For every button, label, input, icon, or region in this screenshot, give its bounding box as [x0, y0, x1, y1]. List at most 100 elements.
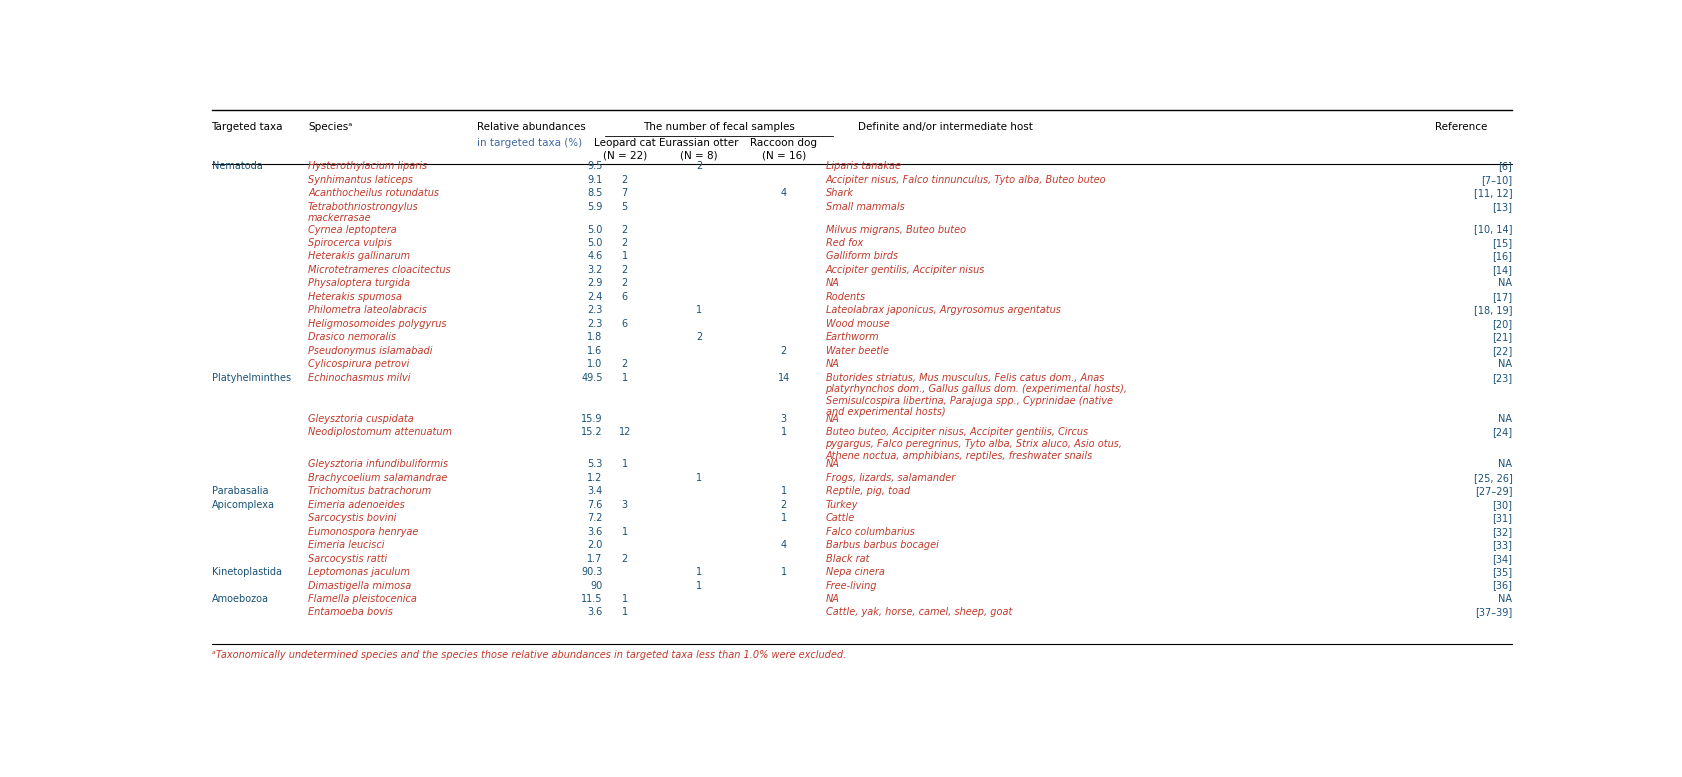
Text: Pseudonymus islamabadi: Pseudonymus islamabadi	[308, 346, 432, 356]
Text: Reptile, pig, toad: Reptile, pig, toad	[826, 486, 910, 497]
Text: Trichomitus batrachorum: Trichomitus batrachorum	[308, 486, 431, 497]
Text: 2: 2	[622, 278, 627, 288]
Text: 2.0: 2.0	[587, 540, 602, 550]
Text: 6: 6	[622, 292, 627, 302]
Text: [20]: [20]	[1492, 319, 1512, 329]
Text: Drasico nemoralis: Drasico nemoralis	[308, 333, 397, 342]
Text: NA: NA	[1499, 459, 1512, 469]
Text: Shark: Shark	[826, 188, 853, 198]
Text: 1: 1	[780, 427, 787, 437]
Text: Platyhelminthes: Platyhelminthes	[212, 373, 291, 382]
Text: [27–29]: [27–29]	[1475, 486, 1512, 497]
Text: Gleysztoria cuspidata: Gleysztoria cuspidata	[308, 414, 414, 424]
Text: Turkey: Turkey	[826, 500, 858, 510]
Text: NA: NA	[826, 459, 839, 469]
Text: 2: 2	[622, 554, 627, 563]
Text: Cyrnea leptoptera: Cyrnea leptoptera	[308, 225, 397, 235]
Text: 15.2: 15.2	[580, 427, 602, 437]
Text: [11, 12]: [11, 12]	[1473, 188, 1512, 198]
Text: Wood mouse: Wood mouse	[826, 319, 890, 329]
Text: in targeted taxa (%): in targeted taxa (%)	[478, 138, 582, 148]
Text: Accipiter gentilis, Accipiter nisus: Accipiter gentilis, Accipiter nisus	[826, 265, 986, 275]
Text: NA: NA	[826, 278, 839, 288]
Text: Accipiter nisus, Falco tinnunculus, Tyto alba, Buteo buteo: Accipiter nisus, Falco tinnunculus, Tyto…	[826, 175, 1107, 185]
Text: 5.0: 5.0	[587, 225, 602, 235]
Text: 1: 1	[622, 252, 627, 262]
Text: 1.7: 1.7	[587, 554, 602, 563]
Text: 8.5: 8.5	[587, 188, 602, 198]
Text: Buteo buteo, Accipiter nisus, Accipiter gentilis, Circus
pygargus, Falco peregri: Buteo buteo, Accipiter nisus, Accipiter …	[826, 427, 1122, 461]
Text: Red fox: Red fox	[826, 238, 863, 248]
Text: ᵃTaxonomically undetermined species and the species those relative abundances in: ᵃTaxonomically undetermined species and …	[212, 650, 846, 660]
Text: 5: 5	[622, 202, 627, 212]
Text: 3.6: 3.6	[587, 527, 602, 537]
Text: [13]: [13]	[1492, 202, 1512, 212]
Text: Nepa cinera: Nepa cinera	[826, 567, 885, 577]
Text: [32]: [32]	[1492, 527, 1512, 537]
Text: 3.4: 3.4	[587, 486, 602, 497]
Text: Tetrabothriostrongylus
mackerrasae: Tetrabothriostrongylus mackerrasae	[308, 202, 419, 224]
Text: Sarcocystis bovini: Sarcocystis bovini	[308, 514, 397, 523]
Text: Hysterothylacium liparis: Hysterothylacium liparis	[308, 162, 427, 172]
Text: 2: 2	[696, 333, 701, 342]
Text: Leptomonas jaculum: Leptomonas jaculum	[308, 567, 410, 577]
Text: Leopard cat: Leopard cat	[594, 138, 656, 148]
Text: 9.1: 9.1	[587, 175, 602, 185]
Text: 11.5: 11.5	[580, 594, 602, 604]
Text: NA: NA	[826, 359, 839, 369]
Text: 2: 2	[622, 359, 627, 369]
Text: Eimeria leucisci: Eimeria leucisci	[308, 540, 385, 550]
Text: 2.9: 2.9	[587, 278, 602, 288]
Text: 1: 1	[622, 527, 627, 537]
Text: [6]: [6]	[1499, 162, 1512, 172]
Text: Eumonospora henryae: Eumonospora henryae	[308, 527, 419, 537]
Text: (N = 16): (N = 16)	[762, 151, 806, 161]
Text: Sarcocystis ratti: Sarcocystis ratti	[308, 554, 387, 563]
Text: 3.2: 3.2	[587, 265, 602, 275]
Text: NA: NA	[1499, 594, 1512, 604]
Text: 3.6: 3.6	[587, 608, 602, 618]
Text: Black rat: Black rat	[826, 554, 870, 563]
Text: Eurassian otter: Eurassian otter	[659, 138, 738, 148]
Text: 2.4: 2.4	[587, 292, 602, 302]
Text: 2.3: 2.3	[587, 305, 602, 315]
Text: 7: 7	[622, 188, 627, 198]
Text: Raccoon dog: Raccoon dog	[750, 138, 817, 148]
Text: Gleysztoria infundibuliformis: Gleysztoria infundibuliformis	[308, 459, 447, 469]
Text: 1: 1	[780, 567, 787, 577]
Text: NA: NA	[826, 594, 839, 604]
Text: Philometra lateolabracis: Philometra lateolabracis	[308, 305, 427, 315]
Text: [35]: [35]	[1492, 567, 1512, 577]
Text: [22]: [22]	[1492, 346, 1512, 356]
Text: [34]: [34]	[1492, 554, 1512, 563]
Text: Heligmosomoides polygyrus: Heligmosomoides polygyrus	[308, 319, 446, 329]
Text: Free-living: Free-living	[826, 580, 876, 591]
Text: Synhimantus laticeps: Synhimantus laticeps	[308, 175, 414, 185]
Text: 7.6: 7.6	[587, 500, 602, 510]
Text: Physaloptera turgida: Physaloptera turgida	[308, 278, 410, 288]
Text: Cylicospirura petrovi: Cylicospirura petrovi	[308, 359, 409, 369]
Text: Apicomplexa: Apicomplexa	[212, 500, 274, 510]
Text: 15.9: 15.9	[580, 414, 602, 424]
Text: Earthworm: Earthworm	[826, 333, 880, 342]
Text: NA: NA	[1499, 359, 1512, 369]
Text: 1: 1	[780, 514, 787, 523]
Text: NA: NA	[826, 414, 839, 424]
Text: [14]: [14]	[1492, 265, 1512, 275]
Text: 1.0: 1.0	[587, 359, 602, 369]
Text: Galliform birds: Galliform birds	[826, 252, 898, 262]
Text: 2: 2	[622, 175, 627, 185]
Text: Heterakis gallinarum: Heterakis gallinarum	[308, 252, 410, 262]
Text: Eimeria adenoeides: Eimeria adenoeides	[308, 500, 405, 510]
Text: [7–10]: [7–10]	[1482, 175, 1512, 185]
Text: Echinochasmus milvi: Echinochasmus milvi	[308, 373, 410, 382]
Text: [16]: [16]	[1492, 252, 1512, 262]
Text: Relative abundances: Relative abundances	[478, 122, 587, 132]
Text: 14: 14	[777, 373, 791, 382]
Text: 9.5: 9.5	[587, 162, 602, 172]
Text: Frogs, lizards, salamander: Frogs, lizards, salamander	[826, 473, 955, 483]
Text: 7.2: 7.2	[587, 514, 602, 523]
Text: Falco columbarius: Falco columbarius	[826, 527, 915, 537]
Text: [15]: [15]	[1492, 238, 1512, 248]
Text: 5.9: 5.9	[587, 202, 602, 212]
